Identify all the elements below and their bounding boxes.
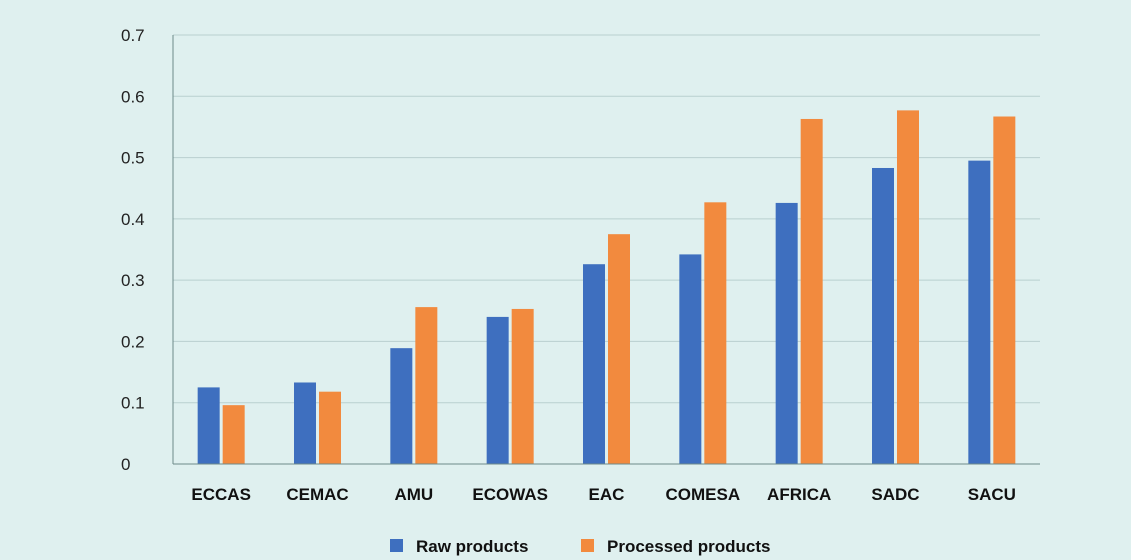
- y-tick-label: 0: [121, 455, 130, 474]
- y-tick-label: 0.5: [121, 149, 145, 168]
- bars: [197, 110, 1016, 465]
- legend-label: Raw products: [416, 537, 528, 556]
- y-tick-label: 0.4: [121, 210, 145, 229]
- bar-raw-cemac: [294, 382, 316, 464]
- bar-processed-sadc: [897, 110, 919, 464]
- x-axis-category-labels: ECCAS CEMAC AMU ECOWAS EAC COMESA AFRICA SADC SA…: [191, 485, 1016, 504]
- x-category-label: ECOWAS: [472, 485, 548, 504]
- bar-processed-eccas: [222, 405, 245, 464]
- bar-processed-eac: [608, 234, 630, 464]
- bar-raw-ecowas: [486, 316, 509, 464]
- x-category-label: AFRICA: [767, 485, 831, 504]
- bar-processed-ecowas: [511, 308, 534, 464]
- y-tick-label: 0.2: [121, 332, 145, 351]
- y-tick-label: 0.7: [121, 26, 145, 45]
- x-category-label: EAC: [589, 485, 625, 504]
- y-tick-label: 0.3: [121, 271, 145, 290]
- x-category-label: ECCAS: [191, 485, 251, 504]
- x-category-label: SADC: [871, 485, 919, 504]
- y-axis-tick-labels: 0 0.1 0.2 0.3 0.4 0.5 0.6 0.7: [121, 26, 145, 474]
- bar-raw-eac: [583, 264, 605, 464]
- x-category-label: SACU: [968, 485, 1016, 504]
- legend: Raw products Processed products: [390, 537, 770, 556]
- x-category-label: CEMAC: [286, 485, 348, 504]
- x-category-label: COMESA: [666, 485, 741, 504]
- bar-processed-sacu: [993, 116, 1016, 464]
- legend-label: Processed products: [607, 537, 770, 556]
- bar-processed-amu: [415, 307, 438, 464]
- y-tick-label: 0.1: [121, 394, 145, 413]
- bar-processed-comesa: [704, 202, 727, 464]
- bar-processed-africa: [800, 118, 823, 464]
- x-category-label: AMU: [394, 485, 433, 504]
- bar-raw-sacu: [968, 160, 991, 464]
- bar-processed-cemac: [319, 391, 341, 464]
- gridlines: [173, 34, 1040, 404]
- legend-swatch: [390, 539, 403, 552]
- bar-raw-eccas: [197, 387, 220, 464]
- y-tick-label: 0.6: [121, 87, 145, 106]
- bar-raw-sadc: [872, 167, 894, 465]
- bar-raw-comesa: [679, 254, 702, 464]
- bar-raw-amu: [390, 348, 413, 464]
- legend-swatch: [581, 539, 594, 552]
- bar-raw-africa: [775, 202, 798, 464]
